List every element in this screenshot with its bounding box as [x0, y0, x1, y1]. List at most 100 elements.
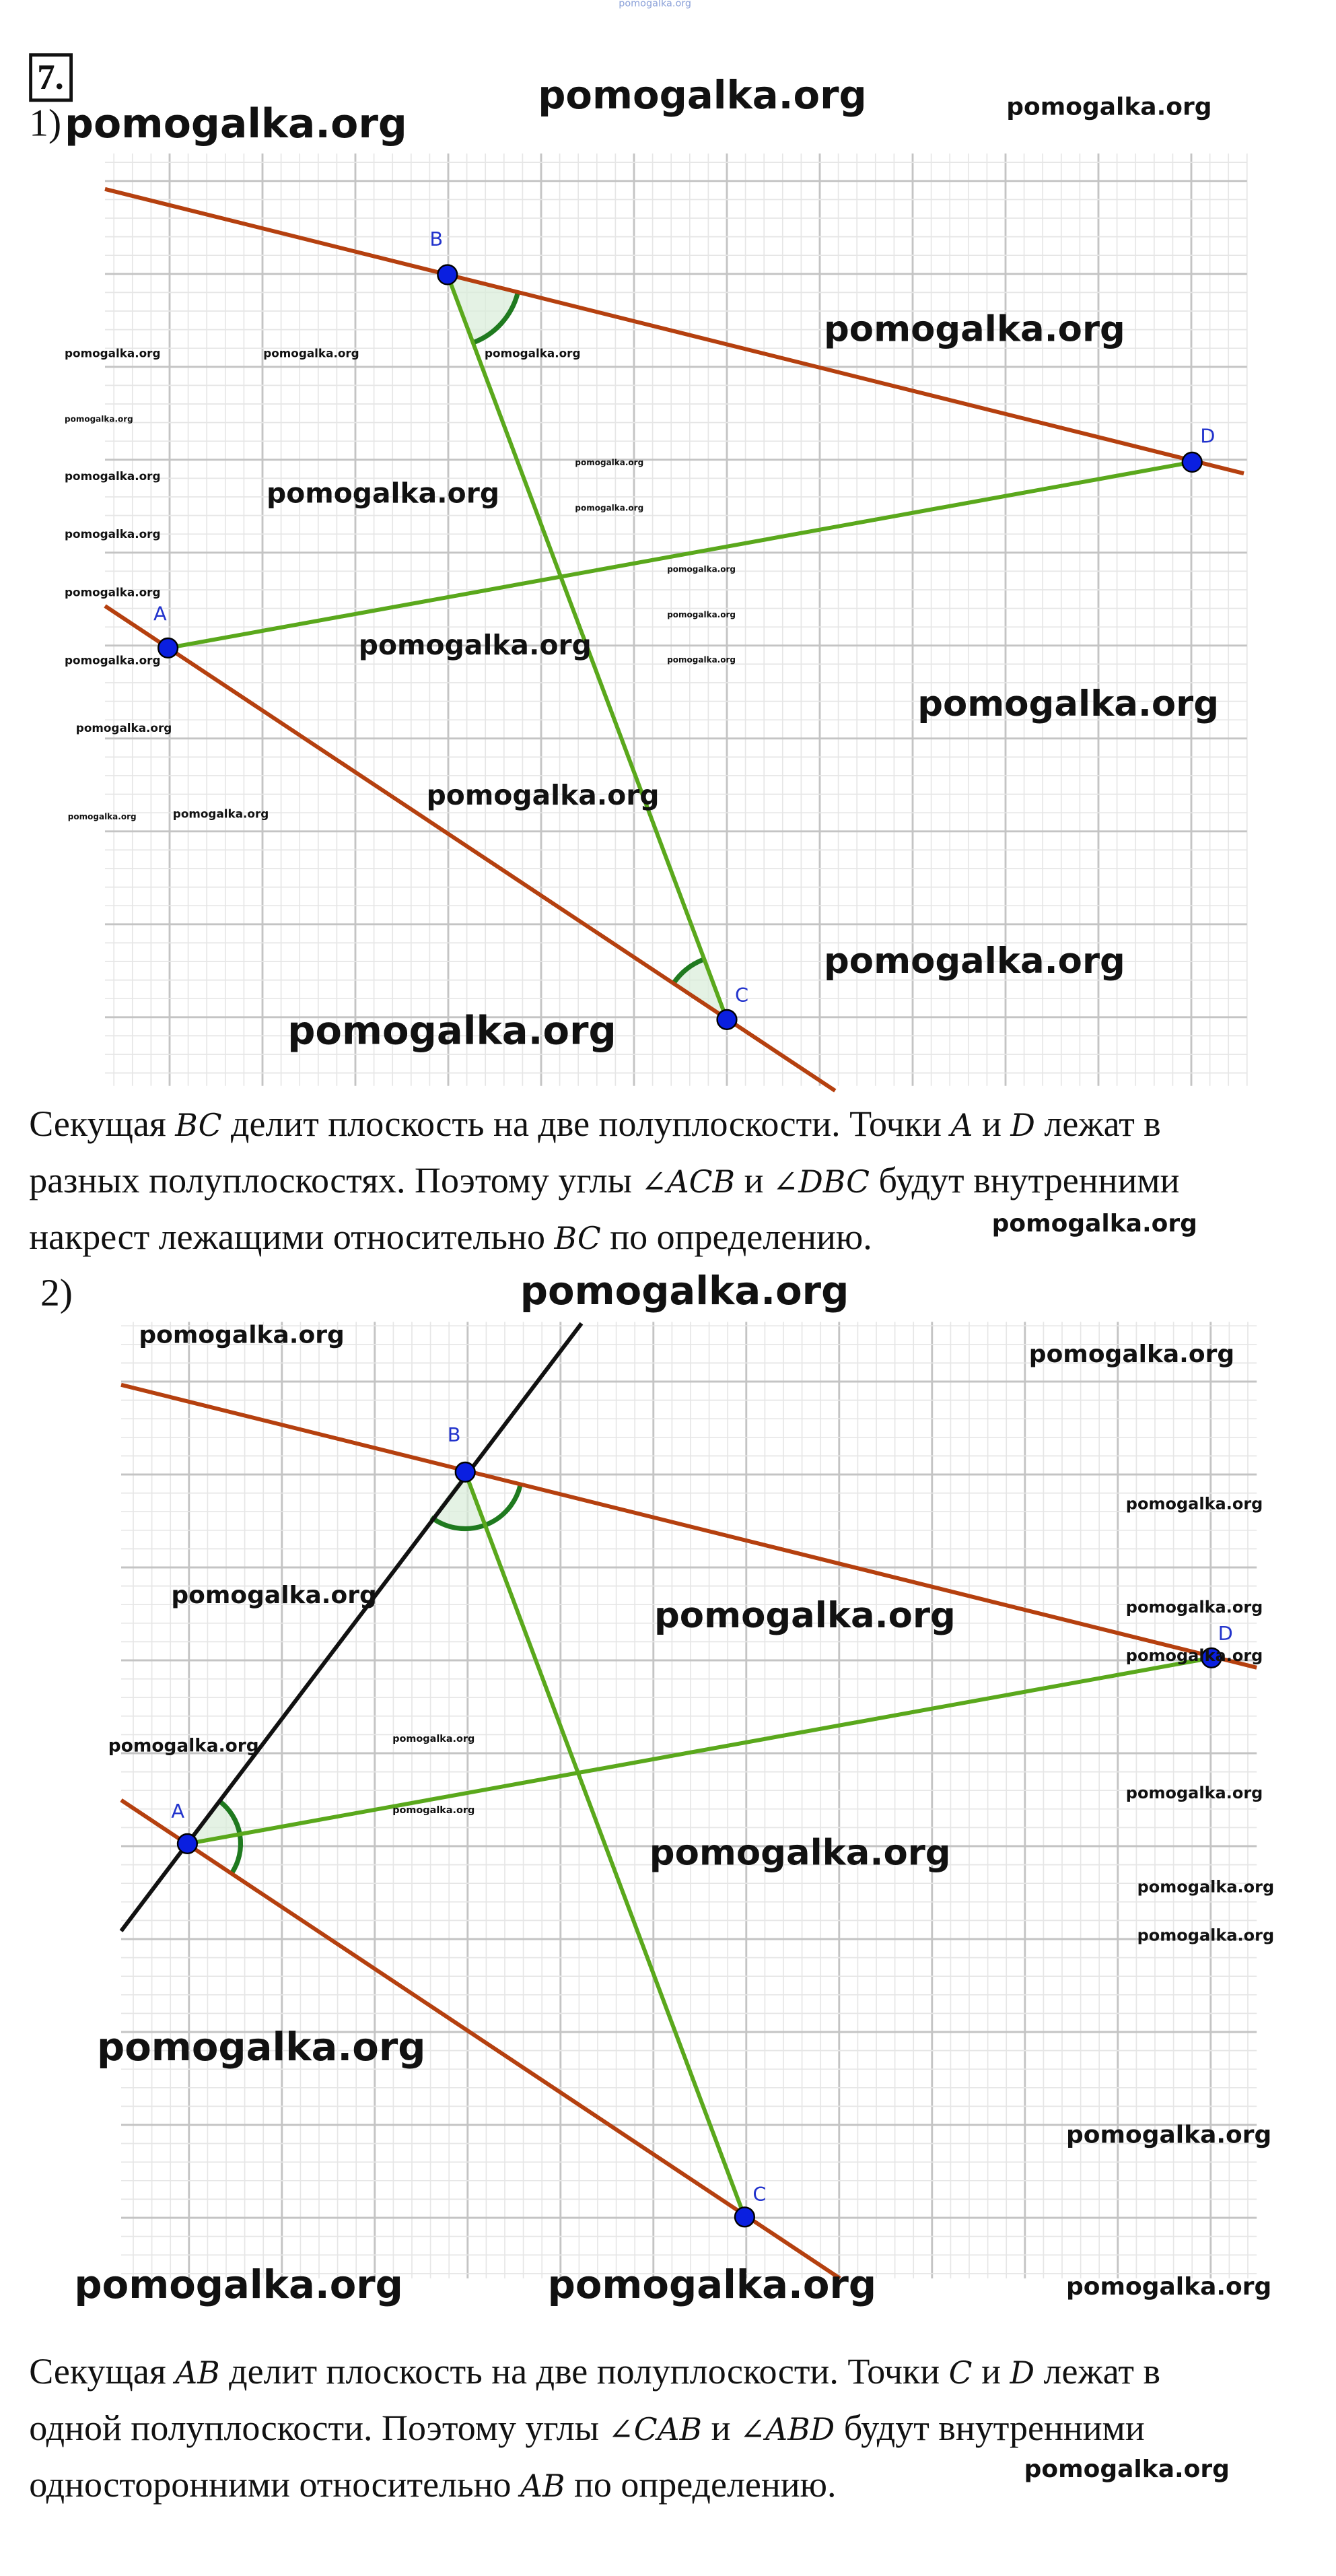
task-number: 7. [29, 53, 72, 102]
grid-2 [121, 1322, 1257, 2279]
watermark: pomogalka.org [358, 630, 592, 663]
math-term: ∠CAB [608, 2412, 703, 2449]
label-d: D [1200, 425, 1215, 448]
watermark: pomogalka.org [267, 479, 500, 512]
watermark: pomogalka.org [547, 2262, 877, 2307]
watermark: pomogalka.org [824, 310, 1125, 351]
watermark: pomogalka.org [263, 347, 359, 362]
math-term: BC [554, 1221, 601, 1258]
watermark: pomogalka.org [485, 347, 581, 362]
segment-ad [186, 1656, 1212, 1846]
point-d [1181, 451, 1203, 473]
watermark: pomogalka.org [667, 566, 736, 576]
watermark: pomogalka.org [287, 1008, 617, 1054]
text-run: по определению. [600, 1217, 872, 1258]
angle-dbc-arc [447, 275, 518, 343]
watermark: pomogalka.org [108, 1736, 259, 1757]
watermark: pomogalka.org [65, 471, 161, 484]
watermark: pomogalka.org [649, 1834, 951, 1875]
math-term: D [1010, 1108, 1035, 1145]
watermark: pomogalka.org [538, 72, 867, 118]
text-line: Секущая BC делит плоскость на две полупл… [29, 1095, 1161, 1152]
watermark: pomogalka.org [75, 722, 172, 736]
segment-ad [168, 460, 1193, 650]
text-run: лежат в [1034, 2351, 1160, 2392]
text-run: и [973, 1104, 1011, 1145]
figure-1: A B C D [104, 187, 1244, 1093]
text-run: Секущая [29, 2351, 176, 2392]
angle-abd-arc [431, 1472, 485, 1529]
watermark: pomogalka.org [575, 504, 644, 514]
text-run: односторонними относительно [29, 2464, 521, 2505]
point-a [176, 1833, 199, 1855]
part2-label: 2) [40, 1273, 73, 1316]
watermark: pomogalka.org [65, 415, 133, 426]
text-run: по определению. [565, 2464, 837, 2505]
math-term: ∠ACB [641, 1165, 736, 1201]
figure-2: A B C D [119, 1322, 1257, 2280]
label-c: C [735, 984, 748, 1007]
watermark: pomogalka.org [1137, 1928, 1275, 1946]
math-term: D [1010, 2356, 1035, 2392]
label-a: A [171, 1800, 184, 1823]
watermark: pomogalka.org [1066, 2272, 1272, 2301]
watermark: pomogalka.org [1066, 2120, 1272, 2150]
watermark: pomogalka.org [65, 587, 161, 601]
watermark: pomogalka.org [74, 2262, 403, 2307]
watermark: pomogalka.org [392, 1805, 475, 1817]
point-c [716, 1009, 738, 1031]
math-term: ∠DBC [772, 1165, 870, 1201]
line-ac [104, 604, 837, 1093]
watermark: pomogalka.org [65, 529, 161, 542]
watermark: pomogalka.org [619, 0, 692, 10]
watermark: pomogalka.org [1125, 1648, 1263, 1666]
watermark: pomogalka.org [667, 656, 736, 666]
watermark: pomogalka.org [392, 1734, 475, 1746]
angle-cab-arc [187, 1801, 240, 1844]
watermark: pomogalka.org [917, 685, 1220, 726]
line-ab [119, 1322, 584, 1932]
watermark: pomogalka.org [139, 1320, 345, 1350]
watermark: pomogalka.org [67, 813, 137, 823]
text-line: одной полуплоскости. Поэтому углы ∠CAB и… [29, 2400, 1145, 2456]
text-run: одной полуплоскости. Поэтому углы [29, 2408, 608, 2449]
watermark: pomogalka.org [1125, 1496, 1263, 1514]
point-b [454, 1461, 476, 1483]
watermark: pomogalka.org [667, 611, 736, 621]
watermark: pomogalka.org [172, 808, 269, 822]
segment-bc [445, 273, 729, 1021]
angle-acb-arc [673, 959, 727, 1020]
text-line: односторонними относительно AB по опреде… [29, 2456, 836, 2513]
watermark: pomogalka.org [1006, 92, 1212, 121]
text-run: будут внутренними [835, 2408, 1145, 2449]
math-term: AB [520, 2469, 565, 2505]
angle-acb-arc-stroke [671, 957, 705, 986]
text-run: делит плоскость на две полуплоскости. То… [219, 2351, 949, 2392]
watermark: pomogalka.org [1137, 1879, 1275, 1897]
label-b: B [448, 1423, 461, 1446]
text-run: и [702, 2408, 740, 2449]
watermark: pomogalka.org [97, 2024, 426, 2070]
point-c [734, 2206, 756, 2228]
watermark: pomogalka.org [1125, 1786, 1263, 1804]
math-term: BC [175, 1108, 222, 1145]
watermark: pomogalka.org [65, 100, 407, 147]
watermark: pomogalka.org [520, 1268, 849, 1314]
text-run: лежат в [1034, 1104, 1161, 1145]
line-ac [120, 1798, 841, 2280]
text-line: Секущая AB делит плоскость на две полупл… [29, 2343, 1160, 2400]
math-term: A [950, 1108, 973, 1145]
watermark: pomogalka.org [171, 1580, 377, 1610]
watermark: pomogalka.org [1125, 1600, 1263, 1618]
text-run: разных полуплоскостях. Поэтому углы [29, 1160, 641, 1201]
math-term: ∠ABD [740, 2412, 835, 2449]
watermark: pomogalka.org [65, 654, 161, 669]
text-line: разных полуплоскостях. Поэтому углы ∠ACB… [29, 1152, 1179, 1209]
watermark: pomogalka.org [1024, 2454, 1230, 2484]
label-b: B [429, 228, 443, 250]
line-bd [120, 1382, 1257, 1670]
text-run: и [735, 1160, 773, 1201]
explanation-part2: Секущая AB делит плоскость на две полупл… [29, 2343, 1160, 2513]
